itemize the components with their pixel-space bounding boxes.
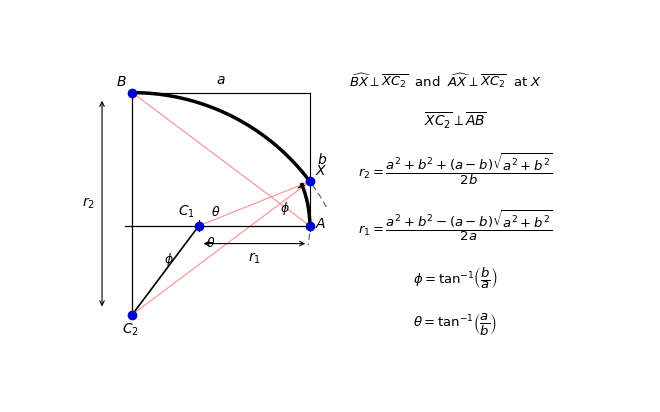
Text: $r_2 = \dfrac{a^2+b^2+(a-b)\sqrt{a^2+b^2}}{2b}$: $r_2 = \dfrac{a^2+b^2+(a-b)\sqrt{a^2+b^2… <box>358 151 553 187</box>
Text: $\overline{XC_2}\perp\overline{AB}$: $\overline{XC_2}\perp\overline{AB}$ <box>424 110 486 131</box>
Text: $C_2$: $C_2$ <box>122 322 139 338</box>
Text: $B$: $B$ <box>116 75 127 89</box>
Text: $r_2$: $r_2$ <box>82 196 95 211</box>
Text: $r_1$: $r_1$ <box>248 250 261 266</box>
Text: $b$: $b$ <box>317 152 327 167</box>
Text: $r_1 = \dfrac{a^2+b^2-(a-b)\sqrt{a^2+b^2}}{2a}$: $r_1 = \dfrac{a^2+b^2-(a-b)\sqrt{a^2+b^2… <box>358 208 553 243</box>
Text: $\theta$: $\theta$ <box>206 236 215 250</box>
Text: $A$: $A$ <box>315 217 327 231</box>
Text: $a$: $a$ <box>216 73 226 87</box>
Text: $\theta$: $\theta$ <box>211 205 220 219</box>
Text: $\theta = \tan^{-1}\!\left(\dfrac{a}{b}\right)$: $\theta = \tan^{-1}\!\left(\dfrac{a}{b}\… <box>413 311 498 337</box>
Text: $\widehat{BX}\perp\overline{XC_2}$  and  $\widehat{AX}\perp\overline{XC_2}$  at : $\widehat{BX}\perp\overline{XC_2}$ and $… <box>349 71 542 90</box>
Text: $X$: $X$ <box>315 164 327 178</box>
Text: $\phi$: $\phi$ <box>164 251 174 268</box>
Text: $\phi$: $\phi$ <box>280 200 290 217</box>
Text: $\phi = \tan^{-1}\!\left(\dfrac{b}{a}\right)$: $\phi = \tan^{-1}\!\left(\dfrac{b}{a}\ri… <box>413 265 498 291</box>
Text: $C_1$: $C_1$ <box>178 204 195 220</box>
